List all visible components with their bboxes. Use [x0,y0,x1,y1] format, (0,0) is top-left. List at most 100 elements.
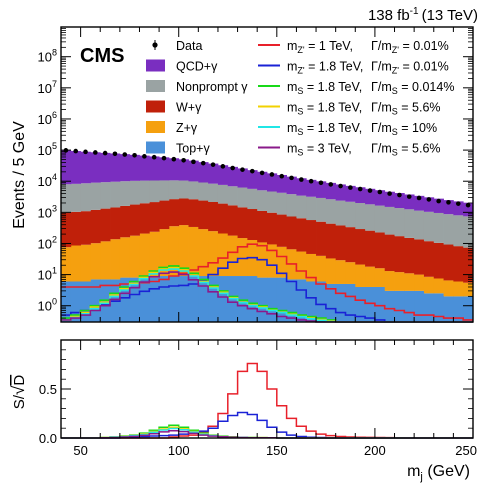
ratio-curves [61,362,473,439]
bar-2-23 [286,216,297,250]
x-tick-label: 50 [73,443,87,458]
bar-1-39 [443,280,454,297]
x-tick-label: 100 [168,443,190,458]
bar-3-0 [61,184,72,213]
bar-4-37 [423,197,435,212]
bar-1-26 [316,255,327,282]
bar-2-34 [394,236,405,273]
bar-2-5 [110,207,121,240]
bar-2-0 [61,212,72,248]
bar-1-4 [100,241,111,280]
bar-0-15 [208,276,219,322]
bar-3-37 [423,211,435,242]
data-point-10 [161,155,167,161]
legend-label: Nonprompt γ [176,80,248,94]
bar-0-24 [296,279,307,322]
data-point-11 [171,156,177,162]
data-point-33 [387,191,392,196]
data-point-20 [259,170,265,176]
bar-4-14 [198,162,209,183]
main-y-axis: 100 101 102 103 104 105 106 107 108 [38,26,473,323]
bar-3-17 [227,186,238,206]
data-point-1 [73,148,79,154]
bar-3-26 [316,197,327,222]
legend-label: Z+γ [176,121,198,135]
bar-4-28 [335,184,346,201]
ratio-y-tick-label: 0.5 [39,382,57,397]
bar-1-9 [149,231,160,278]
data-point-26 [318,180,324,186]
signal-curve-1 [61,256,473,323]
bar-0-38 [433,293,444,322]
bar-4-40 [453,201,464,216]
bar-3-5 [110,181,121,208]
data-point-21 [269,172,275,177]
bar-1-1 [70,245,82,282]
bar-2-33 [384,234,395,272]
y-tick-label: 100 [38,297,57,314]
data-point-32 [377,189,383,195]
bar-3-13 [188,181,199,200]
bar-1-5 [110,239,121,280]
bar-3-4 [100,182,111,209]
legend-signal-width: Γ/mS = 0.014% [371,80,454,96]
bar-0-34 [394,290,405,322]
bar-1-22 [276,246,288,278]
bar-0-13 [188,276,199,322]
data-point-13 [191,159,196,165]
bar-4-38 [433,198,444,213]
bar-0-14 [198,276,209,322]
bar-4-8 [139,155,150,181]
bar-0-1 [70,281,82,322]
bar-0-36 [414,290,425,322]
bar-4-34 [394,193,405,209]
bar-4-0 [61,150,72,185]
y-tick-label: 106 [38,110,57,127]
bar-4-35 [404,194,415,210]
ratio-panel: 0.0 0.5 50 100 150 200 250 S/√D mj (GeV) [9,339,477,483]
bar-2-29 [345,227,356,263]
legend-signal-label: mZ' = 1.8 TeV, [287,60,363,76]
bar-2-8 [139,203,150,234]
bar-1-14 [198,229,209,277]
bar-3-27 [325,199,337,224]
bar-2-26 [316,221,327,256]
bar-4-2 [80,151,91,184]
bar-0-39 [443,296,454,322]
bar-4-36 [414,195,425,211]
x-axis-label: mj (GeV) [407,463,470,483]
bar-0-37 [423,293,435,322]
data-point-34 [397,192,402,198]
data-point-23 [289,175,294,181]
data-point-3 [93,150,98,155]
bar-0-31 [365,286,376,322]
bar-1-34 [394,272,405,291]
bar-4-24 [296,178,307,196]
bar-3-28 [335,200,346,226]
legend: Data QCD+γ Nonprompt γ W+γ Z+γ Top+γ mZ' = 1 T… [146,39,454,158]
bar-0-19 [247,276,258,322]
bar-1-2 [80,244,91,282]
bar-3-30 [355,203,366,230]
bar-1-27 [325,258,337,284]
bar-3-16 [217,184,229,204]
bar-2-14 [198,200,209,230]
bar-2-37 [423,241,435,277]
data-point-41 [465,202,471,208]
bar-4-26 [316,181,327,198]
bar-1-10 [159,229,170,277]
y-tick-label: 108 [38,48,57,65]
bar-1-3 [90,243,101,280]
bar-0-6 [119,277,131,322]
bar-2-38 [433,242,444,279]
bar-2-39 [443,244,454,281]
bar-0-22 [276,277,288,322]
bar-1-25 [306,253,317,282]
bar-4-22 [276,174,288,193]
data-point-6 [122,152,128,157]
bar-2-4 [100,208,111,242]
data-point-16 [220,164,226,169]
bar-4-31 [365,188,376,205]
legend-swatch [146,59,165,72]
bar-2-17 [227,205,238,236]
